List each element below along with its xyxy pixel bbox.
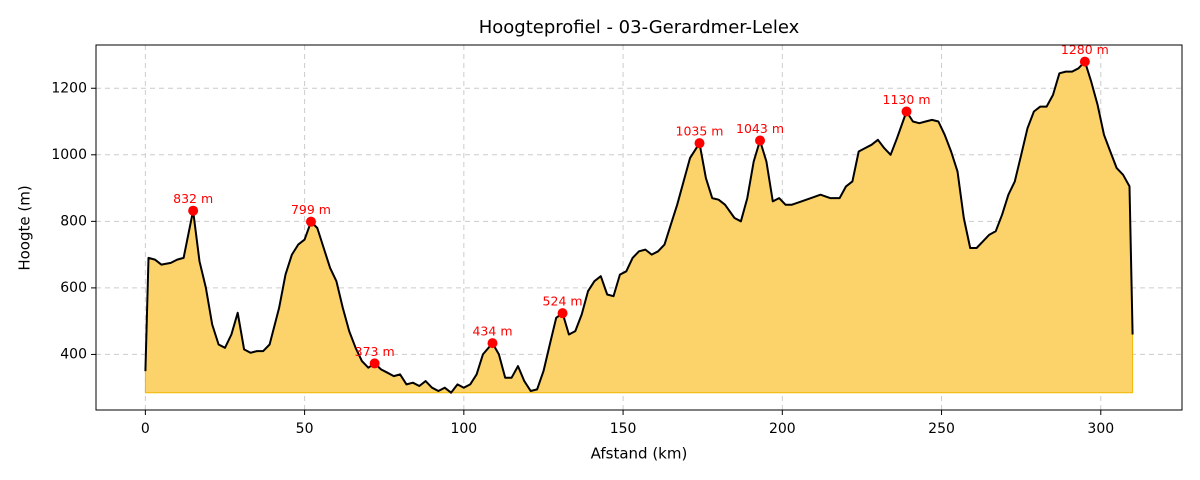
peak-marker: [487, 338, 498, 349]
x-tick-label: 250: [928, 421, 955, 437]
peak-marker: [1079, 56, 1090, 67]
elevation-area: [144, 60, 1134, 394]
y-axis-label: Hoogte (m): [16, 185, 34, 270]
peak-label: 1043 m: [736, 121, 784, 136]
peak-marker: [901, 106, 912, 117]
elevation-line: [144, 60, 1134, 394]
peak-label: 832 m: [173, 191, 213, 206]
peak-marker: [557, 308, 568, 319]
x-tick-label: 150: [610, 421, 637, 437]
x-tick-label: 0: [141, 421, 150, 437]
peak-label: 434 m: [472, 324, 512, 339]
x-axis-label: Afstand (km): [591, 445, 688, 463]
x-tick-label: 100: [450, 421, 477, 437]
peak-marker: [188, 205, 199, 216]
peak-label: 1035 m: [676, 124, 724, 139]
peak-marker: [305, 216, 316, 227]
x-tick-label: 200: [769, 421, 796, 437]
y-tick-label: 800: [60, 213, 87, 229]
peak-label: 524 m: [543, 294, 583, 309]
peak-marker: [694, 138, 705, 149]
peak-marker: [755, 135, 766, 146]
y-tick-label: 400: [60, 346, 87, 362]
peak-label: 1280 m: [1061, 42, 1109, 57]
peak-marker: [369, 358, 380, 369]
x-tick-label: 50: [296, 421, 314, 437]
y-tick-label: 1200: [51, 80, 87, 96]
x-tick-label: 300: [1087, 421, 1114, 437]
plot-frame: [95, 44, 1183, 411]
peak-label: 373 m: [355, 344, 395, 359]
y-tick-label: 1000: [51, 147, 87, 163]
y-tick-label: 600: [60, 280, 87, 296]
chart-title: Hoogteprofiel - 03-Gerardmer-Lelex: [479, 17, 800, 38]
peak-label: 799 m: [291, 202, 331, 217]
peak-label: 1130 m: [883, 92, 931, 107]
